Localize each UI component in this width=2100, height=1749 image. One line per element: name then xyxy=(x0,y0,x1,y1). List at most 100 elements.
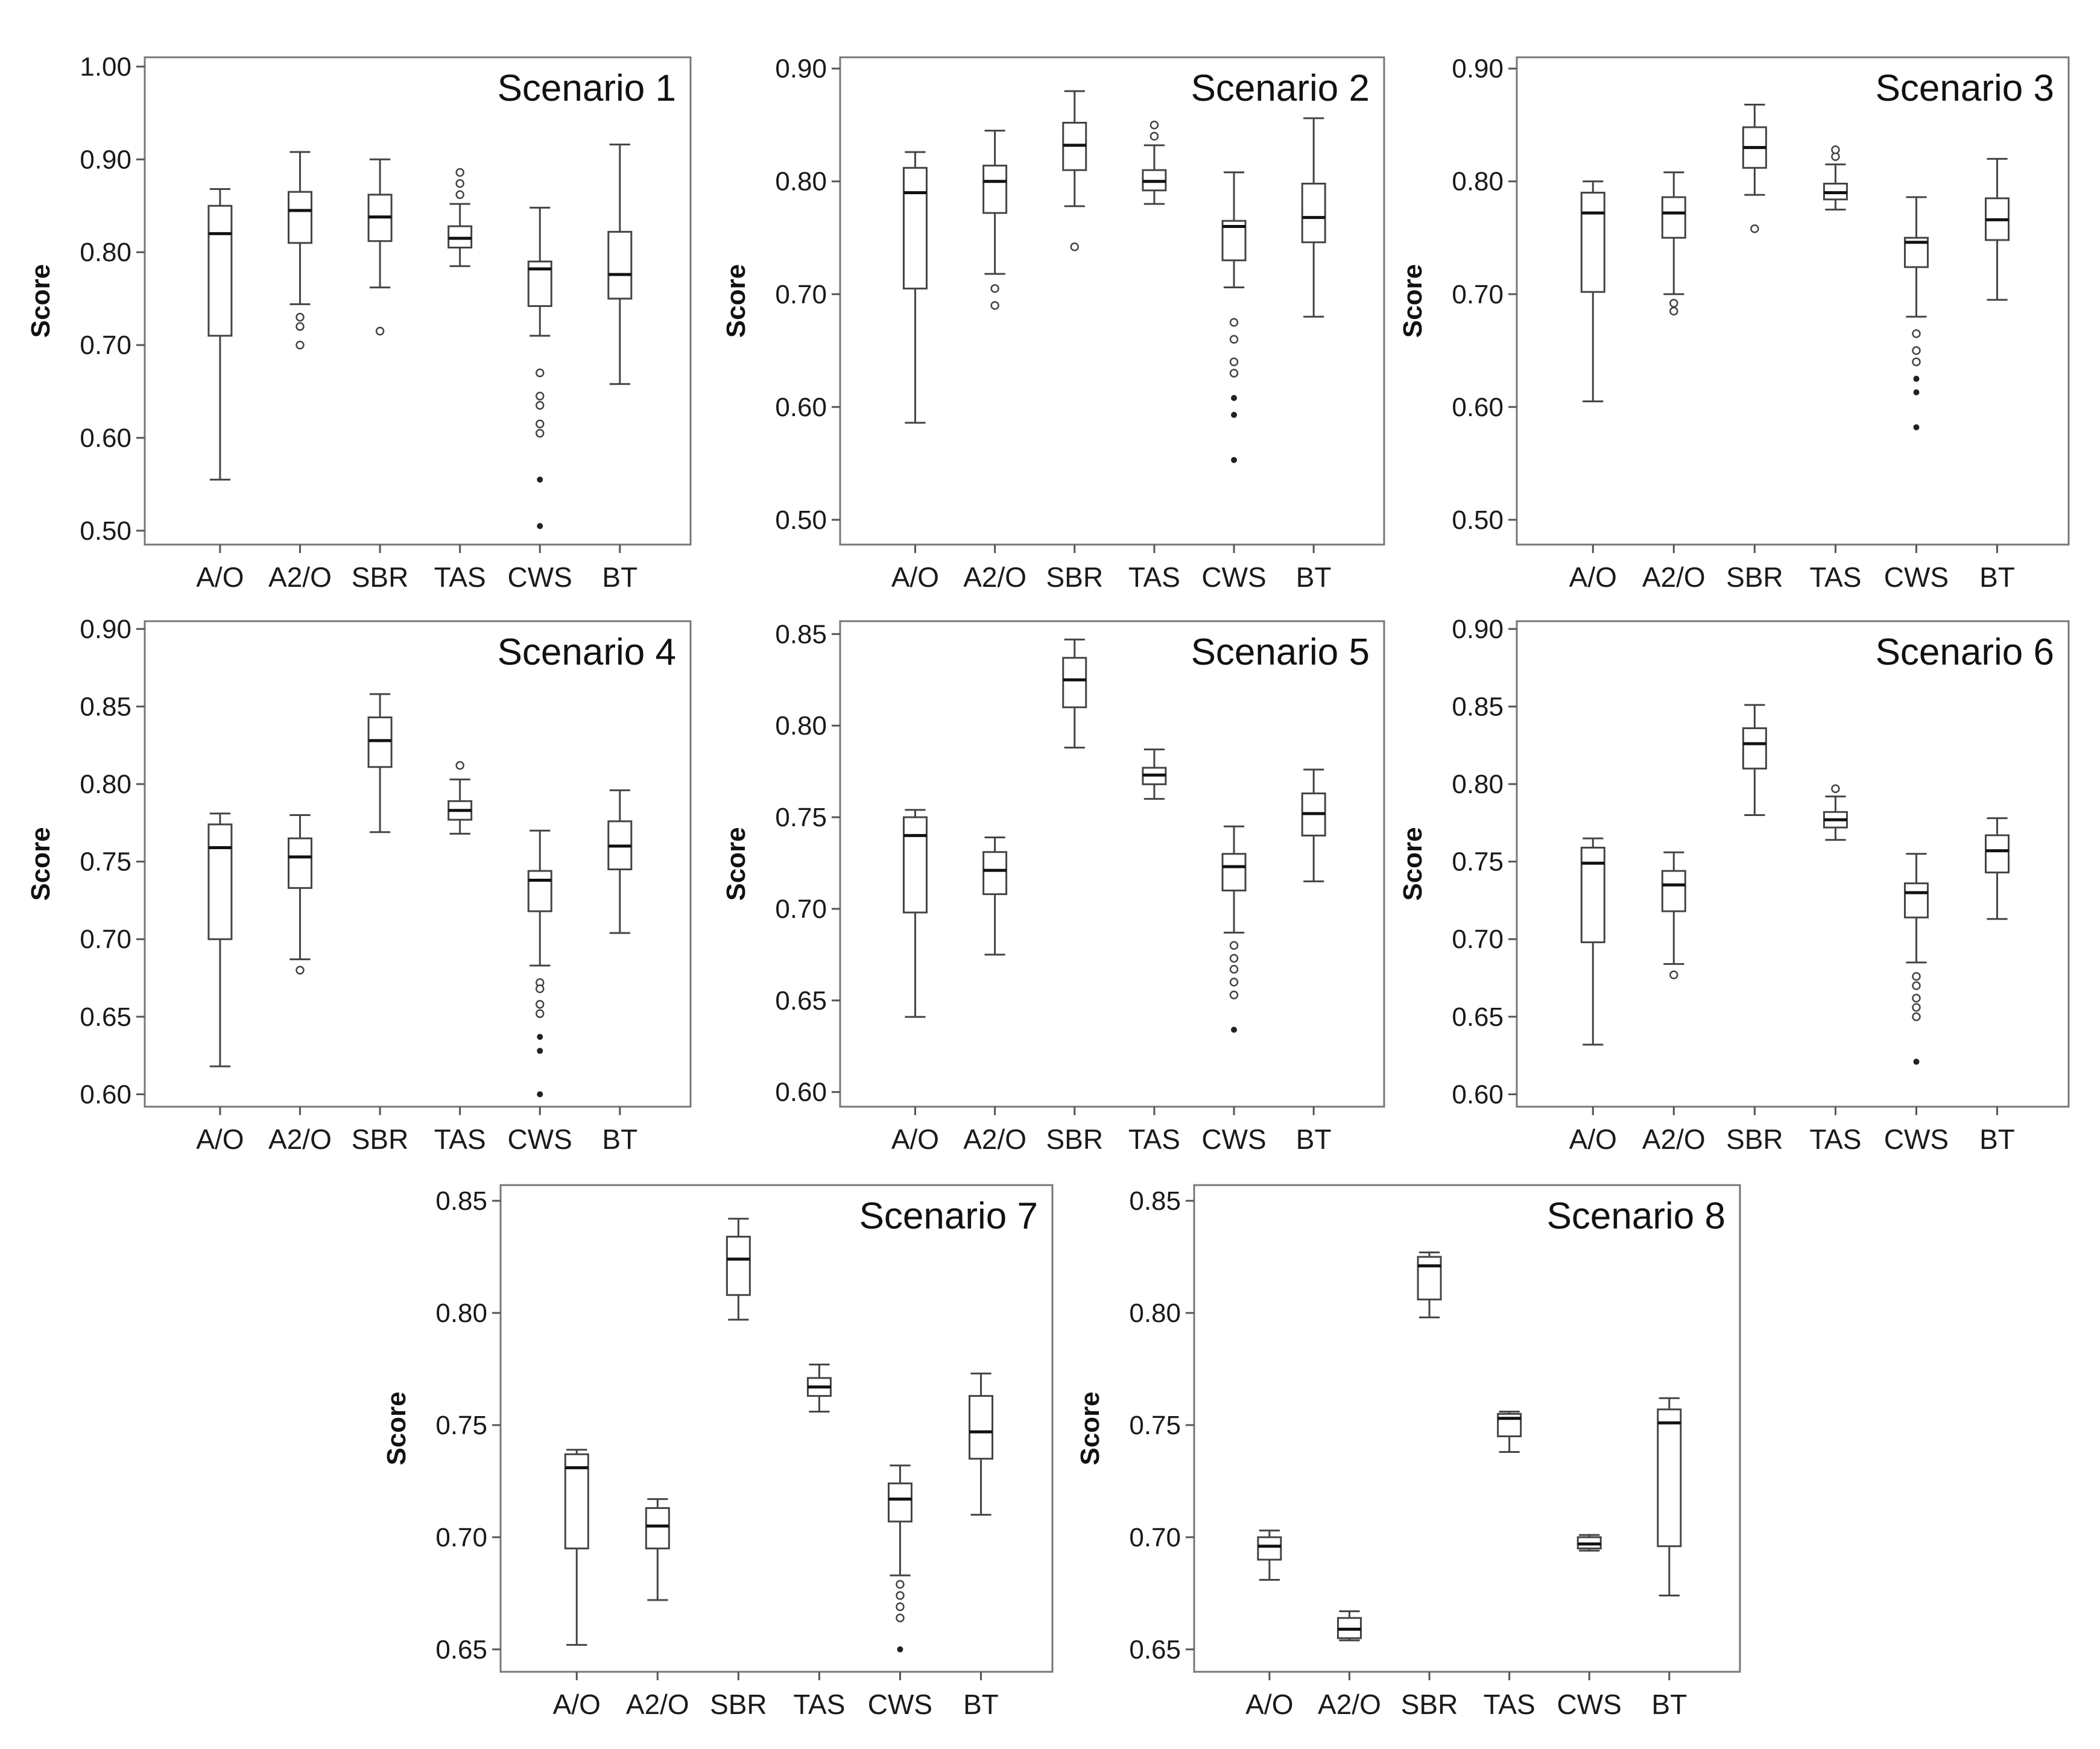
x-category-label: SBR xyxy=(1726,1124,1783,1155)
y-tick-label: 0.75 xyxy=(1452,847,1504,877)
box-cws xyxy=(1577,1534,1602,1552)
y-tick-label: 0.65 xyxy=(1129,1635,1181,1665)
x-category-label: CWS xyxy=(1201,1124,1266,1155)
x-category-label: TAS xyxy=(1128,561,1180,593)
chart-title: Scenario 6 xyxy=(1876,631,2054,673)
x-category-label: CWS xyxy=(1557,1689,1622,1720)
outlier-point xyxy=(1229,357,1239,367)
x-category-label: A2/O xyxy=(963,1124,1026,1155)
outlier-point xyxy=(896,1602,905,1611)
extreme-point xyxy=(537,1048,543,1054)
y-tick-label: 0.60 xyxy=(775,1078,827,1107)
y-tick-label: 0.60 xyxy=(1452,1080,1504,1109)
y-tick-label: 0.80 xyxy=(80,238,131,267)
chart-title: Scenario 7 xyxy=(859,1195,1038,1237)
y-tick-label: 0.85 xyxy=(1129,1186,1181,1216)
x-category-label: A/O xyxy=(891,561,939,593)
outlier-point xyxy=(296,966,305,975)
x-category-label: BT xyxy=(963,1689,999,1720)
box-a2o xyxy=(287,814,312,975)
y-tick-label: 0.80 xyxy=(1129,1298,1181,1328)
y-tick-label: 0.85 xyxy=(80,692,131,721)
extreme-point xyxy=(537,1091,543,1098)
box-cws xyxy=(1903,196,1929,431)
outlier-point xyxy=(1669,306,1678,316)
box-sbr xyxy=(1062,638,1087,749)
iqr-box xyxy=(726,1236,751,1296)
box-tas xyxy=(1497,1411,1522,1453)
panel-scenario-8: Scenario 8 0.85 0.80 0.75 0.70 0.65 Score A/O A2… xyxy=(1075,1184,1741,1720)
box-tas xyxy=(1823,784,1848,841)
x-category-label: CWS xyxy=(508,561,572,593)
y-tick-label: 0.60 xyxy=(80,423,131,453)
plot-frame xyxy=(144,56,692,546)
outlier-point xyxy=(1912,993,1921,1003)
outlier-point xyxy=(896,1591,905,1600)
outlier-point xyxy=(1912,346,1921,355)
outlier-point xyxy=(535,400,545,410)
y-axis-label: Score xyxy=(382,1391,411,1465)
box-a2o xyxy=(1661,171,1686,316)
y-tick-label: 0.70 xyxy=(80,925,131,954)
outlier-point xyxy=(1229,954,1239,963)
box-tas xyxy=(448,761,473,835)
x-category-label: A/O xyxy=(891,1124,939,1155)
box-a2o xyxy=(287,151,312,350)
x-category-label: TAS xyxy=(434,1124,486,1155)
box-a2o xyxy=(1661,851,1686,979)
box-ao xyxy=(207,188,233,481)
y-tick-label: 0.65 xyxy=(1452,1002,1504,1032)
x-category-label: TAS xyxy=(1809,1124,1861,1155)
box-tas xyxy=(448,168,473,267)
x-category-label: TAS xyxy=(1484,1689,1535,1720)
iqr-box xyxy=(1661,196,1686,239)
iqr-box xyxy=(1580,191,1605,293)
y-tick-label: 0.90 xyxy=(775,54,827,84)
y-tick-label: 0.50 xyxy=(80,516,131,546)
box-bt xyxy=(1657,1397,1682,1597)
y-tick-label: 0.70 xyxy=(435,1523,487,1552)
box-sbr xyxy=(367,158,393,336)
extreme-point xyxy=(1913,1058,1920,1065)
y-tick-label: 0.65 xyxy=(775,986,827,1016)
y-tick-label: 0.80 xyxy=(435,1298,487,1328)
extreme-point xyxy=(1231,457,1238,463)
plot-frame xyxy=(1516,56,2070,546)
outlier-point xyxy=(896,1580,905,1589)
y-tick-label: 0.90 xyxy=(80,615,131,644)
x-category-label: TAS xyxy=(793,1689,845,1720)
box-ao xyxy=(1580,837,1605,1046)
box-sbr xyxy=(367,693,393,833)
outlier-point xyxy=(1229,941,1239,950)
y-tick-label: 0.90 xyxy=(80,145,131,174)
extreme-point xyxy=(537,523,543,530)
chart-title: Scenario 2 xyxy=(1191,68,1370,109)
plot-frame xyxy=(839,620,1385,1108)
box-bt xyxy=(1985,157,2010,301)
y-tick-label: 0.80 xyxy=(1452,770,1504,799)
y-tick-label: 0.65 xyxy=(435,1635,487,1665)
outlier-point xyxy=(1831,784,1840,794)
iqr-box xyxy=(887,1482,912,1523)
outlier-point xyxy=(1150,131,1159,141)
iqr-box xyxy=(1742,727,1767,770)
iqr-box xyxy=(1301,182,1326,244)
iqr-box xyxy=(1257,1536,1282,1561)
outlier-point xyxy=(1750,224,1759,233)
extreme-point xyxy=(1913,389,1920,396)
chart-title: Scenario 1 xyxy=(498,68,676,109)
iqr-box xyxy=(1985,834,2010,874)
y-tick-label: 0.85 xyxy=(435,1186,487,1216)
x-category-label: CWS xyxy=(1201,561,1266,593)
extreme-point xyxy=(1231,394,1238,401)
box-bt xyxy=(1985,817,2010,920)
outlier-point xyxy=(535,1009,545,1018)
y-axis-label: Score xyxy=(1398,827,1428,900)
y-axis-label: Score xyxy=(721,827,751,900)
outlier-point xyxy=(535,1000,545,1009)
iqr-box xyxy=(207,823,233,940)
plot-frame xyxy=(499,1184,1054,1673)
y-axis-label: Score xyxy=(721,264,751,338)
x-category-label: SBR xyxy=(352,1124,409,1155)
y-tick-label: 0.60 xyxy=(80,1080,131,1109)
